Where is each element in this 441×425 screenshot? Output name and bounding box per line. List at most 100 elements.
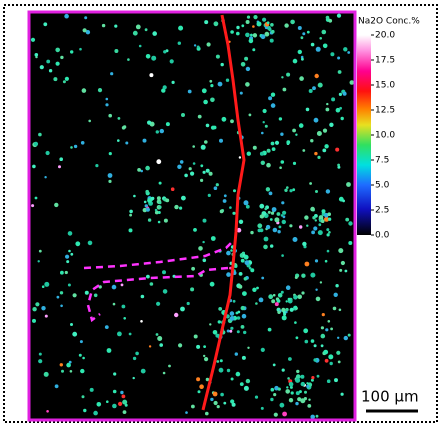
particle (193, 228, 197, 232)
particle (327, 320, 331, 323)
particle (218, 367, 224, 373)
particle (315, 414, 319, 418)
particle (162, 270, 166, 275)
particle (72, 331, 78, 337)
particle (230, 377, 234, 381)
particle (128, 332, 132, 336)
particle (219, 209, 224, 214)
particle (239, 382, 244, 386)
particle (326, 249, 330, 253)
particle (260, 347, 265, 352)
particle (287, 377, 290, 380)
particle (80, 141, 85, 145)
particle (137, 168, 142, 172)
particle (223, 401, 227, 405)
particle (154, 210, 159, 215)
particle (70, 252, 74, 256)
particle (297, 397, 302, 402)
particle (216, 360, 220, 363)
particle (152, 31, 157, 36)
particle (106, 400, 109, 404)
particle (64, 13, 69, 19)
particle (163, 218, 168, 223)
particle (319, 281, 323, 284)
particle (215, 333, 220, 338)
particle (170, 187, 175, 191)
particle (229, 266, 232, 270)
particle (210, 397, 214, 402)
particle (97, 88, 103, 93)
particle (281, 201, 285, 205)
particle (32, 164, 36, 169)
particle (270, 211, 275, 215)
particle (342, 199, 345, 203)
particle (326, 228, 330, 232)
particle (236, 25, 240, 30)
particle (156, 196, 161, 201)
particle (270, 92, 276, 97)
particle (226, 368, 231, 373)
particle (290, 19, 295, 25)
particle (300, 381, 305, 387)
particle (168, 364, 171, 368)
particle (250, 33, 253, 37)
particle (215, 183, 219, 187)
particle (108, 113, 112, 118)
particle (38, 249, 42, 253)
particle (326, 102, 329, 106)
particle (205, 123, 210, 128)
particle (38, 352, 42, 356)
particle (271, 299, 276, 304)
particle (265, 224, 271, 230)
particle (272, 293, 276, 297)
particle (232, 299, 236, 303)
particle (238, 156, 242, 159)
particle (87, 240, 93, 246)
particle (330, 52, 335, 57)
particle (159, 343, 163, 347)
particle (210, 84, 214, 88)
particle (105, 103, 109, 107)
particle (306, 30, 310, 34)
particle (140, 169, 143, 173)
particle (317, 82, 323, 88)
particle (295, 401, 299, 406)
particle (234, 264, 238, 268)
particle (122, 410, 127, 414)
particle (114, 24, 118, 28)
particle (158, 201, 162, 205)
particle (273, 412, 278, 417)
particle (286, 186, 289, 189)
particle (59, 291, 64, 295)
colorbar-tick-label: 10.0 (375, 131, 395, 141)
particle (274, 140, 280, 145)
particle (314, 259, 319, 263)
particle (302, 241, 307, 247)
particle (310, 378, 314, 382)
particle (324, 216, 329, 222)
particle (300, 55, 304, 59)
particle (127, 58, 130, 61)
particle (284, 23, 289, 28)
particle (258, 297, 264, 303)
particle (215, 54, 220, 59)
particle (205, 411, 209, 416)
particle (312, 86, 316, 91)
particle (321, 313, 325, 317)
particle (70, 146, 73, 149)
particle (274, 302, 279, 307)
particle (255, 302, 258, 305)
particle (297, 49, 302, 55)
particle (108, 179, 112, 183)
particle (79, 340, 83, 344)
particle (142, 207, 147, 213)
particle (322, 43, 328, 49)
particle (295, 391, 300, 396)
particle (199, 384, 204, 390)
particle (66, 362, 71, 368)
particle (135, 351, 139, 356)
particle (165, 122, 170, 127)
particle (256, 21, 262, 27)
particle (208, 171, 213, 176)
colorbar-title: Na2O Conc.% (358, 17, 420, 27)
